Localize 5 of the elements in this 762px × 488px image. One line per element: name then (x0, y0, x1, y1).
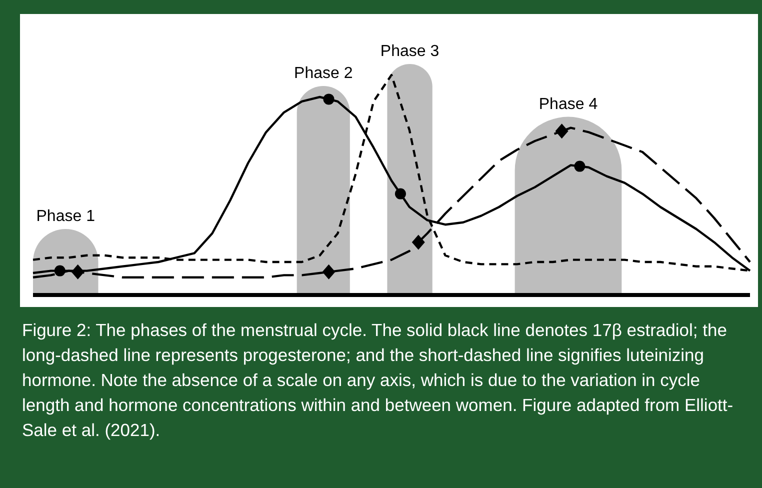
annotation: Phase 1 (36, 208, 96, 225)
annotation: Phase 2 (294, 65, 353, 82)
annotation: Phase 4 (538, 96, 598, 113)
caption: Figure 2: The phases of the menstrual cycle. The solid black line denotes 17β estradiol; the long-dashed line represents progesterone; and the short-dashed line signifies luteinizing hormone. Note the absence of a scale on any axis, which is due to the variation in cycle length and hormone concentrations within and between women. Figure adapted from Elliott-Sale et al. (2021). (22, 319, 734, 442)
text: Phase 3 (380, 43, 440, 60)
